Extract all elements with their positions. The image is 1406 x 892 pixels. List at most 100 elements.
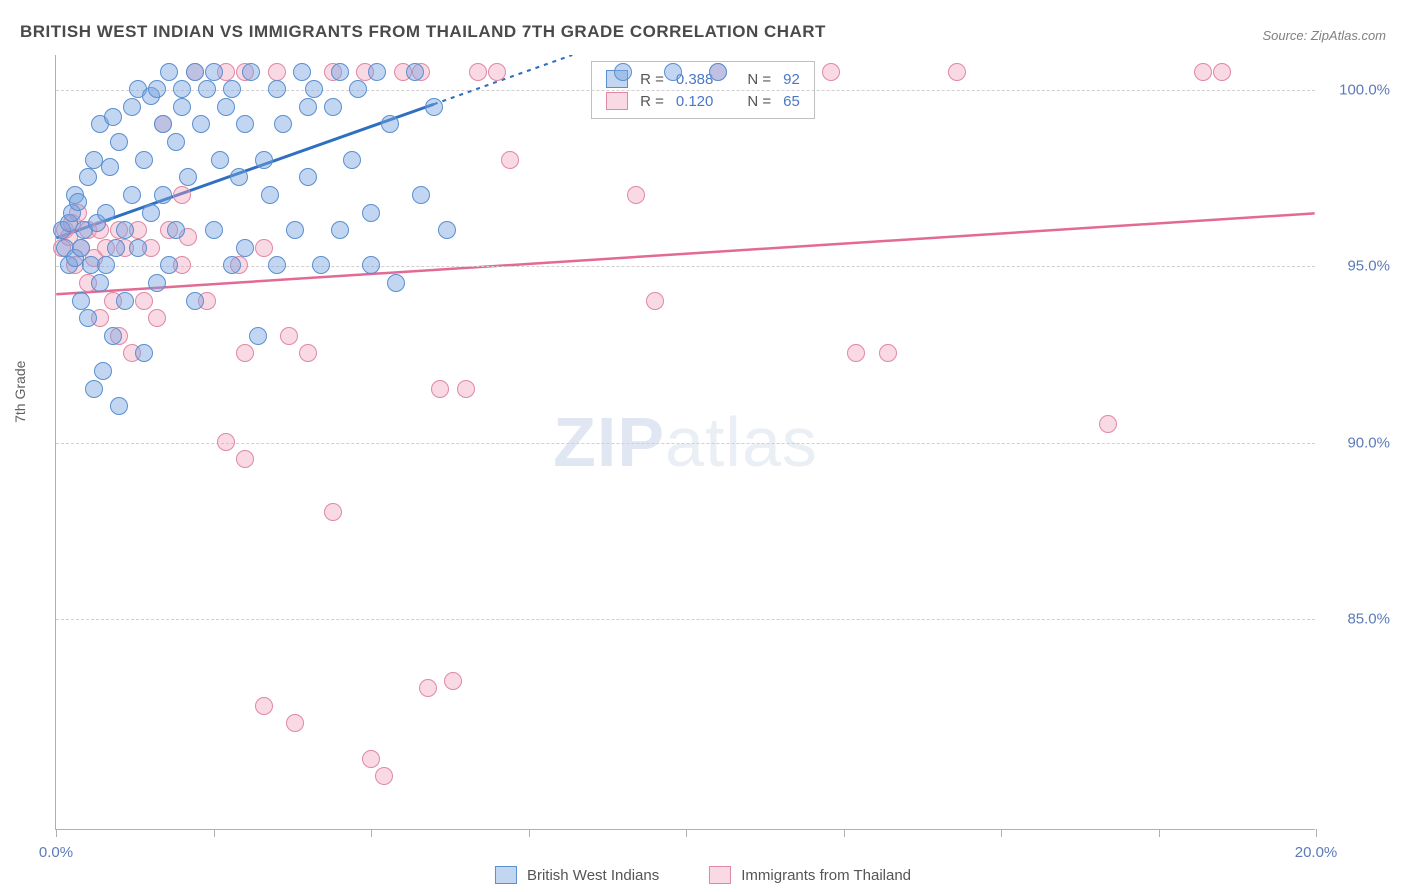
data-point: [198, 80, 216, 98]
data-point: [217, 433, 235, 451]
data-point: [230, 168, 248, 186]
x-tick: [1159, 829, 1160, 837]
data-point: [236, 115, 254, 133]
legend-r-label: R =: [640, 93, 664, 110]
data-point: [406, 63, 424, 81]
data-point: [362, 256, 380, 274]
data-point: [419, 679, 437, 697]
data-point: [217, 98, 235, 116]
data-point: [148, 274, 166, 292]
data-point: [85, 380, 103, 398]
data-point: [107, 239, 125, 257]
data-point: [646, 292, 664, 310]
data-point: [160, 256, 178, 274]
data-point: [879, 344, 897, 362]
data-point: [167, 133, 185, 151]
data-point: [97, 204, 115, 222]
data-point: [438, 221, 456, 239]
legend-r-label: R =: [640, 71, 664, 88]
data-point: [116, 292, 134, 310]
data-point: [1099, 415, 1117, 433]
data-point: [627, 186, 645, 204]
data-point: [72, 292, 90, 310]
data-point: [211, 151, 229, 169]
data-point: [387, 274, 405, 292]
x-tick: [1316, 829, 1317, 837]
data-point: [97, 256, 115, 274]
data-point: [154, 115, 172, 133]
data-point: [255, 697, 273, 715]
data-point: [822, 63, 840, 81]
legend-swatch: [495, 866, 517, 884]
data-point: [148, 309, 166, 327]
x-tick: [686, 829, 687, 837]
y-tick-label: 100.0%: [1339, 82, 1390, 99]
data-point: [223, 80, 241, 98]
x-tick-label: 0.0%: [39, 844, 73, 861]
data-point: [1213, 63, 1231, 81]
data-point: [94, 362, 112, 380]
data-point: [110, 397, 128, 415]
data-point: [135, 151, 153, 169]
x-tick: [844, 829, 845, 837]
data-point: [299, 344, 317, 362]
gridline: [56, 619, 1315, 620]
x-tick: [529, 829, 530, 837]
data-point: [368, 63, 386, 81]
trend-line-dashed: [434, 55, 572, 104]
data-point: [469, 63, 487, 81]
data-point: [173, 186, 191, 204]
chart-title: BRITISH WEST INDIAN VS IMMIGRANTS FROM T…: [20, 22, 826, 42]
legend-n-value: 65: [783, 93, 800, 110]
bottom-legend-item: British West Indians: [495, 866, 659, 884]
gridline: [56, 90, 1315, 91]
bottom-legend-item: Immigrants from Thailand: [709, 866, 911, 884]
x-tick: [1001, 829, 1002, 837]
data-point: [79, 168, 97, 186]
data-point: [664, 63, 682, 81]
data-point: [1194, 63, 1212, 81]
data-point: [123, 186, 141, 204]
data-point: [444, 672, 462, 690]
data-point: [236, 450, 254, 468]
data-point: [255, 151, 273, 169]
legend-swatch: [709, 866, 731, 884]
data-point: [72, 239, 90, 257]
x-tick: [371, 829, 372, 837]
series-name: British West Indians: [527, 867, 659, 884]
legend-row: R =0.388N =92: [606, 68, 800, 90]
data-point: [242, 63, 260, 81]
data-point: [173, 80, 191, 98]
data-point: [186, 292, 204, 310]
data-point: [274, 115, 292, 133]
data-point: [261, 186, 279, 204]
legend-n-value: 92: [783, 71, 800, 88]
data-point: [948, 63, 966, 81]
data-point: [79, 309, 97, 327]
data-point: [412, 186, 430, 204]
y-tick-label: 90.0%: [1347, 434, 1390, 451]
data-point: [268, 80, 286, 98]
data-point: [236, 344, 254, 362]
legend-n-label: N =: [747, 71, 771, 88]
data-point: [110, 133, 128, 151]
data-point: [268, 256, 286, 274]
series-name: Immigrants from Thailand: [741, 867, 911, 884]
data-point: [135, 344, 153, 362]
data-point: [324, 98, 342, 116]
data-point: [331, 221, 349, 239]
data-point: [457, 380, 475, 398]
data-point: [91, 274, 109, 292]
data-point: [135, 292, 153, 310]
legend-row: R =0.120N =65: [606, 90, 800, 112]
data-point: [129, 239, 147, 257]
data-point: [101, 158, 119, 176]
data-point: [847, 344, 865, 362]
data-point: [299, 98, 317, 116]
data-point: [280, 327, 298, 345]
data-point: [160, 63, 178, 81]
data-point: [104, 108, 122, 126]
data-point: [116, 221, 134, 239]
x-tick-label: 20.0%: [1295, 844, 1338, 861]
data-point: [104, 327, 122, 345]
